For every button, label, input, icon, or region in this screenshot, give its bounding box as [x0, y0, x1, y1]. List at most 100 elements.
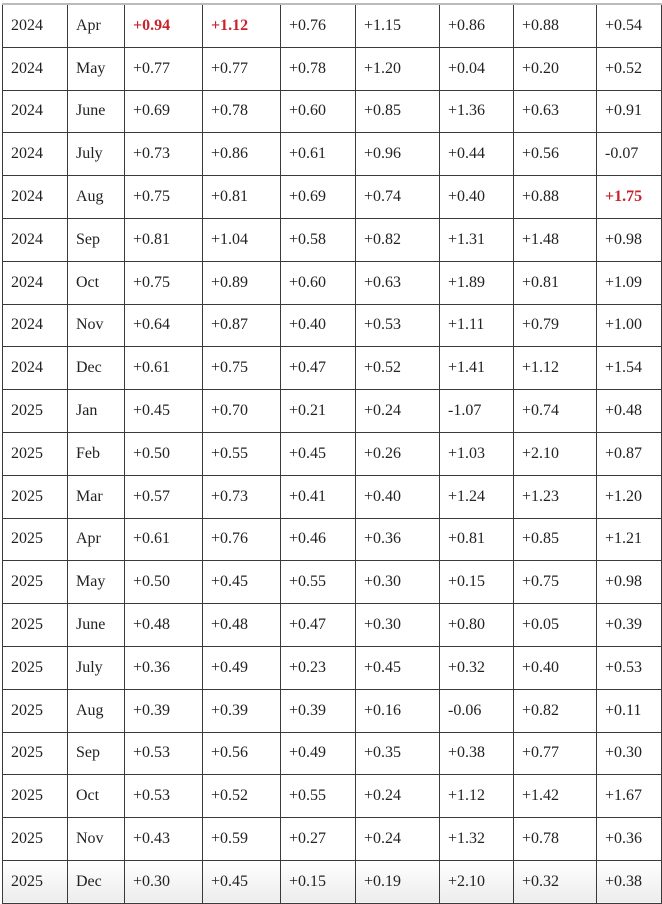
- value-cell: +0.48: [124, 603, 203, 647]
- value-cell: +0.45: [202, 859, 281, 904]
- value-cell: +1.12: [202, 3, 281, 48]
- value-cell: +0.85: [513, 517, 597, 562]
- value-cell: +0.36: [124, 645, 203, 690]
- value-cell: +0.49: [202, 645, 281, 690]
- value-cell: +1.12: [513, 346, 597, 391]
- value-cell: +0.69: [280, 175, 356, 219]
- value-cell: +1.15: [355, 3, 440, 48]
- month-cell: June: [67, 603, 125, 647]
- year-cell: 2025: [2, 731, 68, 776]
- table-row: 2024 Dec +0.61 +0.75 +0.47 +0.52 +1.41 +1.12 +1.…: [2, 346, 662, 391]
- table-row: 2024 Oct +0.75 +0.89 +0.60 +0.63 +1.89 +0.81 +1.…: [2, 260, 662, 305]
- value-cell: +0.48: [202, 603, 281, 647]
- table-row: 2025 Sep +0.53 +0.56 +0.49 +0.35 +0.38 +0.77 +0.…: [2, 731, 662, 776]
- value-cell: +0.50: [124, 560, 203, 605]
- year-cell: 2024: [2, 303, 68, 348]
- value-cell: +1.31: [439, 217, 514, 262]
- value-cell: +0.40: [439, 175, 514, 219]
- value-cell: +0.57: [124, 474, 203, 519]
- year-cell: 2025: [2, 645, 68, 690]
- year-cell: 2025: [2, 603, 68, 647]
- table-row: 2025 Jan +0.45 +0.70 +0.21 +0.24 -1.07 +0.74 +0.…: [2, 389, 662, 433]
- value-cell: +0.80: [439, 603, 514, 647]
- value-cell: +0.82: [513, 688, 597, 733]
- value-cell: +0.32: [439, 645, 514, 690]
- value-cell: +0.61: [124, 517, 203, 562]
- value-cell: +0.48: [596, 389, 662, 433]
- value-cell: +0.15: [280, 859, 356, 904]
- value-cell: +0.88: [513, 3, 597, 48]
- year-cell: 2025: [2, 688, 68, 733]
- table-row: 2025 July +0.36 +0.49 +0.23 +0.45 +0.32 +0.40 +0…: [2, 645, 662, 690]
- table-row: 2024 May +0.77 +0.77 +0.78 +1.20 +0.04 +0.20 +0.…: [2, 46, 662, 91]
- value-cell: +0.98: [596, 217, 662, 262]
- value-cell: +1.89: [439, 260, 514, 305]
- value-cell: +1.04: [202, 217, 281, 262]
- value-cell: +2.10: [513, 431, 597, 476]
- value-cell: +0.05: [513, 603, 597, 647]
- value-cell: +0.85: [355, 89, 440, 134]
- month-cell: Aug: [67, 688, 125, 733]
- value-cell: +0.75: [202, 346, 281, 391]
- table-row: 2025 May +0.50 +0.45 +0.55 +0.30 +0.15 +0.75 +0.…: [2, 560, 662, 605]
- value-cell: +0.19: [355, 859, 440, 904]
- table-row: 2025 Feb +0.50 +0.55 +0.45 +0.26 +1.03 +2.10 +0.…: [2, 431, 662, 476]
- value-cell: +0.61: [280, 132, 356, 177]
- value-cell: +0.38: [596, 859, 662, 904]
- value-cell: +0.30: [355, 560, 440, 605]
- value-cell: +1.20: [355, 46, 440, 91]
- value-cell: +0.58: [280, 217, 356, 262]
- month-cell: Sep: [67, 731, 125, 776]
- year-cell: 2024: [2, 260, 68, 305]
- value-cell: +0.24: [355, 389, 440, 433]
- value-cell: +0.40: [513, 645, 597, 690]
- value-cell: +0.63: [355, 260, 440, 305]
- value-cell: +0.73: [124, 132, 203, 177]
- value-cell: +0.60: [280, 260, 356, 305]
- value-cell: +0.39: [202, 688, 281, 733]
- value-cell: +0.38: [439, 731, 514, 776]
- value-cell: +0.41: [280, 474, 356, 519]
- value-cell: +1.09: [596, 260, 662, 305]
- value-cell: +0.94: [124, 3, 203, 48]
- table-row: 2025 Nov +0.43 +0.59 +0.27 +0.24 +1.32 +0.78 +0.…: [2, 817, 662, 861]
- month-cell: Jan: [67, 389, 125, 433]
- month-cell: Apr: [67, 517, 125, 562]
- table-row: 2024 June +0.69 +0.78 +0.60 +0.85 +1.36 +0.63 +0…: [2, 89, 662, 134]
- year-cell: 2025: [2, 817, 68, 861]
- value-cell: +0.76: [280, 3, 356, 48]
- value-cell: +0.55: [202, 431, 281, 476]
- value-cell: +0.74: [355, 175, 440, 219]
- value-cell: +0.11: [596, 688, 662, 733]
- value-cell: +1.67: [596, 774, 662, 819]
- value-cell: +0.45: [202, 560, 281, 605]
- year-cell: 2025: [2, 517, 68, 562]
- value-cell: +0.56: [202, 731, 281, 776]
- value-cell: +0.24: [355, 817, 440, 861]
- value-cell: +0.52: [202, 774, 281, 819]
- year-cell: 2025: [2, 474, 68, 519]
- value-cell: +0.86: [202, 132, 281, 177]
- value-cell: +1.24: [439, 474, 514, 519]
- value-cell: +0.47: [280, 603, 356, 647]
- value-cell: +1.36: [439, 89, 514, 134]
- month-cell: Dec: [67, 859, 125, 904]
- value-cell: +1.54: [596, 346, 662, 391]
- value-cell: +0.16: [355, 688, 440, 733]
- table-row: 2025 Apr +0.61 +0.76 +0.46 +0.36 +0.81 +0.85 +1.…: [2, 517, 662, 562]
- value-cell: +0.49: [280, 731, 356, 776]
- value-cell: +0.88: [513, 175, 597, 219]
- table-row: 2025 Dec +0.30 +0.45 +0.15 +0.19 +2.10 +0.32 +0.…: [2, 859, 662, 904]
- table-row: 2025 June +0.48 +0.48 +0.47 +0.30 +0.80 +0.05 +0…: [2, 603, 662, 647]
- year-cell: 2025: [2, 431, 68, 476]
- value-cell: +0.26: [355, 431, 440, 476]
- value-cell: +0.63: [513, 89, 597, 134]
- month-cell: Feb: [67, 431, 125, 476]
- value-cell: +0.77: [202, 46, 281, 91]
- year-cell: 2025: [2, 859, 68, 904]
- table-row: 2024 Sep +0.81 +1.04 +0.58 +0.82 +1.31 +1.48 +0.…: [2, 217, 662, 262]
- value-cell: +2.10: [439, 859, 514, 904]
- value-cell: +0.81: [124, 217, 203, 262]
- month-cell: May: [67, 560, 125, 605]
- value-cell: +0.87: [202, 303, 281, 348]
